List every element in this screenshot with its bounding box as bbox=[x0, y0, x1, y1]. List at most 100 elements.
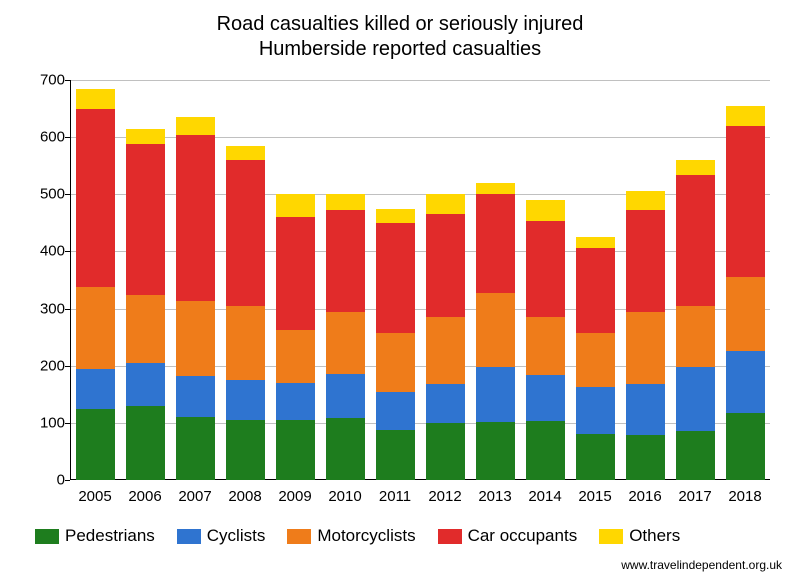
y-tick-label: 0 bbox=[25, 472, 65, 489]
x-tick-label: 2007 bbox=[178, 488, 211, 505]
bar-segment-others bbox=[476, 183, 515, 194]
bar-segment-cyclists bbox=[526, 375, 565, 421]
source-text: www.travelindependent.org.uk bbox=[621, 558, 782, 572]
bar-segment-motorcyclists bbox=[626, 312, 665, 384]
bar-segment-pedestrians bbox=[426, 423, 465, 480]
bar-segment-others bbox=[576, 237, 615, 248]
bar-segment-motorcyclists bbox=[526, 317, 565, 375]
legend-item-cyclists: Cyclists bbox=[177, 526, 266, 546]
bar-segment-others bbox=[526, 200, 565, 221]
bar-segment-motorcyclists bbox=[426, 317, 465, 384]
bar-segment-others bbox=[226, 146, 265, 160]
y-tick-mark bbox=[65, 194, 70, 195]
x-tick-label: 2016 bbox=[628, 488, 661, 505]
bar-segment-others bbox=[76, 89, 115, 109]
bar-segment-pedestrians bbox=[676, 431, 715, 480]
bar-segment-pedestrians bbox=[76, 409, 115, 480]
y-tick-mark bbox=[65, 366, 70, 367]
y-tick-mark bbox=[65, 137, 70, 138]
x-tick-label: 2010 bbox=[328, 488, 361, 505]
legend-item-car-occupants: Car occupants bbox=[438, 526, 578, 546]
bar-segment-cyclists bbox=[726, 351, 765, 413]
legend-swatch bbox=[287, 529, 311, 544]
legend-label: Motorcyclists bbox=[317, 526, 415, 546]
y-tick-label: 300 bbox=[25, 300, 65, 317]
y-tick-label: 100 bbox=[25, 414, 65, 431]
bar-segment-others bbox=[276, 194, 315, 217]
legend: Pedestrians Cyclists Motorcyclists Car occu… bbox=[35, 526, 775, 546]
bar-segment-cyclists bbox=[326, 374, 365, 419]
bar-segment-others bbox=[626, 191, 665, 210]
bar-segment-car-occupants bbox=[226, 160, 265, 306]
legend-label: Others bbox=[629, 526, 680, 546]
x-tick-label: 2018 bbox=[728, 488, 761, 505]
y-tick-mark bbox=[65, 423, 70, 424]
bar-segment-others bbox=[426, 194, 465, 213]
x-tick-label: 2008 bbox=[228, 488, 261, 505]
bar-segment-others bbox=[376, 209, 415, 224]
bar-segment-car-occupants bbox=[476, 194, 515, 292]
bar-segment-motorcyclists bbox=[576, 333, 615, 388]
bar-segment-cyclists bbox=[476, 367, 515, 422]
legend-label: Car occupants bbox=[468, 526, 578, 546]
bar-segment-others bbox=[726, 106, 765, 126]
legend-label: Cyclists bbox=[207, 526, 266, 546]
bar-segment-pedestrians bbox=[626, 435, 665, 480]
bar-segment-motorcyclists bbox=[76, 287, 115, 369]
bar-segment-car-occupants bbox=[76, 109, 115, 287]
x-tick-label: 2011 bbox=[379, 488, 411, 505]
bar-segment-car-occupants bbox=[376, 223, 415, 333]
bar-segment-car-occupants bbox=[126, 144, 165, 295]
bar-segment-car-occupants bbox=[576, 248, 615, 333]
bar-segment-car-occupants bbox=[276, 217, 315, 330]
y-tick-mark bbox=[65, 80, 70, 81]
bar-segment-pedestrians bbox=[226, 420, 265, 480]
title-line-2: Humberside reported casualties bbox=[0, 37, 800, 62]
bar-segment-pedestrians bbox=[276, 420, 315, 480]
x-tick-label: 2009 bbox=[278, 488, 311, 505]
plot-area: 0100200300400500600700200520062007200820… bbox=[70, 80, 770, 480]
chart-container: Road casualties killed or seriously inju… bbox=[0, 0, 800, 580]
y-tick-label: 200 bbox=[25, 357, 65, 374]
bar-segment-pedestrians bbox=[576, 434, 615, 480]
bar-segment-pedestrians bbox=[376, 430, 415, 480]
bar-segment-car-occupants bbox=[626, 210, 665, 312]
bar-segment-others bbox=[126, 129, 165, 144]
bar-segment-motorcyclists bbox=[376, 333, 415, 392]
legend-item-others: Others bbox=[599, 526, 680, 546]
legend-swatch bbox=[35, 529, 59, 544]
x-tick-label: 2005 bbox=[78, 488, 111, 505]
bar-segment-motorcyclists bbox=[676, 306, 715, 367]
bar-segment-car-occupants bbox=[326, 210, 365, 312]
legend-swatch bbox=[599, 529, 623, 544]
bar-segment-motorcyclists bbox=[126, 295, 165, 362]
legend-item-motorcyclists: Motorcyclists bbox=[287, 526, 415, 546]
bar-segment-motorcyclists bbox=[476, 293, 515, 367]
bar-segment-cyclists bbox=[176, 376, 215, 417]
x-tick-label: 2014 bbox=[528, 488, 561, 505]
chart-title-block: Road casualties killed or seriously inju… bbox=[0, 0, 800, 62]
y-tick-mark bbox=[65, 480, 70, 481]
y-tick-label: 400 bbox=[25, 243, 65, 260]
legend-label: Pedestrians bbox=[65, 526, 155, 546]
bar-segment-motorcyclists bbox=[726, 277, 765, 351]
bar-segment-pedestrians bbox=[176, 417, 215, 480]
title-line-1: Road casualties killed or seriously inju… bbox=[0, 12, 800, 37]
x-tick-label: 2012 bbox=[428, 488, 461, 505]
legend-item-pedestrians: Pedestrians bbox=[35, 526, 155, 546]
y-tick-label: 600 bbox=[25, 129, 65, 146]
bar-segment-pedestrians bbox=[526, 421, 565, 480]
legend-swatch bbox=[438, 529, 462, 544]
bar-segment-motorcyclists bbox=[176, 301, 215, 376]
bar-segment-cyclists bbox=[276, 383, 315, 420]
bar-segment-car-occupants bbox=[526, 221, 565, 317]
bar-segment-cyclists bbox=[676, 367, 715, 432]
y-tick-mark bbox=[65, 309, 70, 310]
bar-segment-car-occupants bbox=[176, 135, 215, 301]
bar-segment-car-occupants bbox=[426, 214, 465, 317]
bar-segment-pedestrians bbox=[126, 406, 165, 480]
bar-segment-motorcyclists bbox=[326, 312, 365, 374]
legend-swatch bbox=[177, 529, 201, 544]
bar-segment-pedestrians bbox=[726, 413, 765, 480]
bars-group bbox=[70, 80, 770, 480]
